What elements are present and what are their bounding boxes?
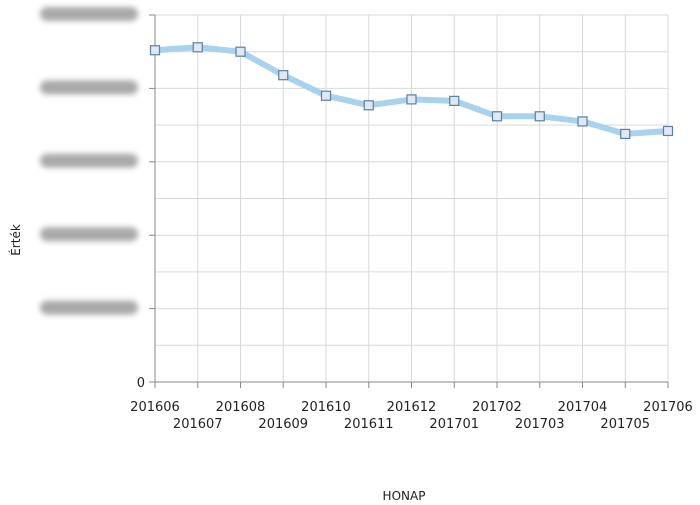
- data-point: [235, 46, 246, 57]
- data-point: [534, 111, 545, 122]
- x-tick-label: 201610: [301, 400, 351, 415]
- y-tick-label: 0: [137, 376, 145, 391]
- x-tick-label: 201705: [600, 417, 650, 432]
- x-axis-title: HONAP: [383, 489, 426, 503]
- x-tick-label: 201704: [558, 400, 608, 415]
- data-point: [192, 42, 203, 53]
- x-tick-label: 201702: [472, 400, 522, 415]
- x-tick-label: 201607: [173, 417, 223, 432]
- x-tick-label: 201701: [429, 417, 479, 432]
- data-point: [320, 90, 332, 101]
- data-point: [620, 128, 631, 140]
- y-axis-title: Érték: [8, 224, 23, 256]
- series-layer: [149, 42, 674, 140]
- y-tick-label-obscured: [40, 7, 138, 21]
- y-tick-label-obscured: [40, 300, 138, 315]
- x-tick-label: 201608: [216, 400, 266, 415]
- tick-labels: 0 201606 201607 201608 201609 201610 201611 201…: [40, 7, 693, 432]
- data-point: [406, 94, 417, 105]
- data-point: [149, 45, 161, 56]
- data-point: [278, 70, 289, 81]
- data-point: [662, 125, 674, 137]
- grid: [154, 14, 669, 383]
- y-tick-label-obscured: [40, 153, 138, 168]
- y-tick-label-obscured: [40, 227, 138, 242]
- data-point: [491, 111, 503, 122]
- data-point: [577, 116, 588, 127]
- data-point: [363, 100, 374, 111]
- y-tick-label-obscured: [40, 80, 138, 95]
- x-tick-label: 201609: [258, 417, 308, 432]
- x-tick-label: 201606: [130, 400, 180, 415]
- axes: [149, 14, 669, 388]
- data-point: [449, 95, 460, 106]
- x-tick-label: 201703: [515, 417, 565, 432]
- x-tick-label: 201706: [643, 400, 693, 415]
- x-tick-label: 201611: [344, 417, 394, 432]
- x-tick-label: 201612: [387, 400, 437, 415]
